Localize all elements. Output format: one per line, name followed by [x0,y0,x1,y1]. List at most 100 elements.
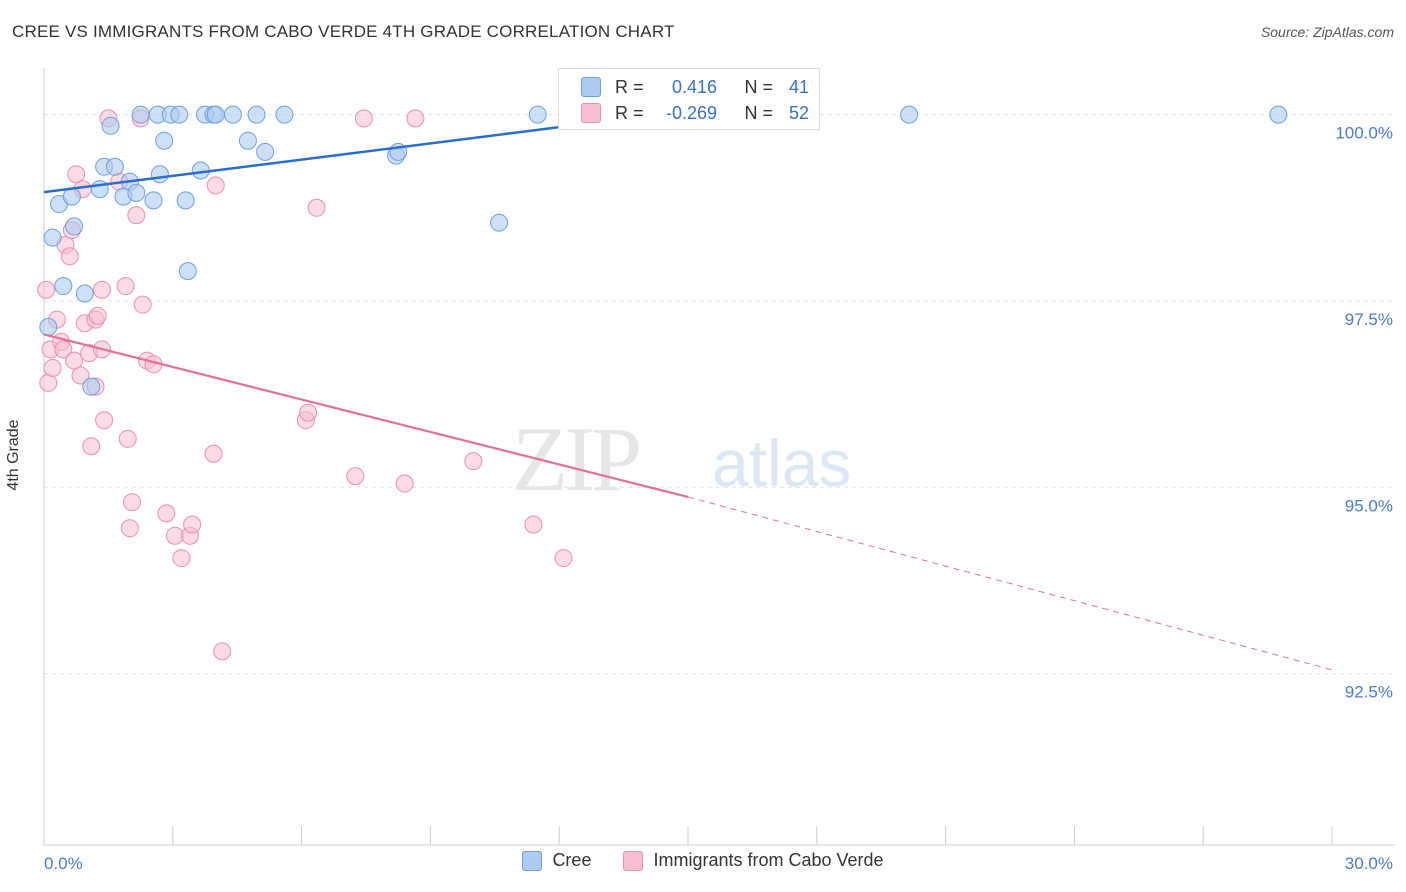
cabo-verde-point [554,549,573,568]
cabo-verde-point [60,247,79,266]
cabo-verde-point [120,519,139,538]
cabo-verde-point [406,109,425,128]
legend-item-cree[interactable]: Cree [522,850,591,871]
cabo-verde-point [299,403,318,422]
cabo-verde-point [346,467,365,486]
cree-point [238,131,257,150]
cree-point [900,105,919,124]
cree-point [256,142,275,161]
cabo-verde-point [92,280,111,299]
cree-point [65,217,84,236]
cree-point [43,228,62,247]
y-tick-label: 100.0% [1335,124,1393,143]
y-tick-label: 92.5% [1345,683,1393,702]
r-value: 0.416 [671,76,717,97]
legend-label-cabo-verde: Immigrants from Cabo Verde [653,850,884,870]
cree-point [170,105,189,124]
correlation-legend: R = 0.416 N = 41 R = -0.269 N = 52 [558,68,820,130]
cabo-verde-point [204,444,223,463]
cabo-verde-swatch [581,103,601,123]
cabo-verde-trend-extension [687,496,1333,671]
cabo-verde-point [54,340,73,359]
legend-row-cree: R = 0.416 N = 41 [581,74,809,100]
chart-title: CREE VS IMMIGRANTS FROM CABO VERDE 4TH G… [12,22,675,41]
cabo-verde-point [307,198,326,217]
cabo-verde-swatch [623,850,644,871]
cree-point [82,377,101,396]
cree-point [62,187,81,206]
cree-point [54,277,73,296]
cabo-verde-point [116,277,135,296]
series-legend: Cree Immigrants from Cabo Verde [0,850,1406,871]
cabo-verde-point [39,373,58,392]
cabo-verde-point [118,429,137,448]
trend-lines [43,109,1333,671]
cabo-verde-trend-line [43,333,689,499]
cabo-verde-point [123,493,142,512]
cree-point [75,284,94,303]
cabo-verde-point [65,351,84,370]
cabo-verde-point [213,642,232,661]
watermark-zip: ZIP [512,408,639,510]
cree-point [150,165,169,184]
legend-item-cabo-verde[interactable]: Immigrants from Cabo Verde [623,850,884,871]
cabo-verde-point [172,549,191,568]
cabo-verde-point [165,526,184,545]
cree-point [144,191,163,210]
cree-swatch [522,850,543,871]
r-label: R = [615,76,644,97]
axis-layer [43,68,1395,846]
grid-layer [44,114,1395,675]
cabo-verde-point [157,504,176,523]
tick-labels: 92.5% 95.0% 97.5% 100.0% 0.0% 30.0% [44,124,1393,873]
legend-row-cabo-verde: R = -0.269 N = 52 [581,100,809,126]
source-label: Source: ZipAtlas.com [1260,24,1394,40]
cabo-verde-point [395,474,414,493]
y-tick-label: 97.5% [1345,310,1393,329]
cabo-verde-point [88,306,107,325]
x-tick-label: 30.0% [1345,854,1393,873]
cabo-verde-point [37,280,56,299]
cabo-verde-point [127,206,146,225]
n-value: 52 [788,102,809,123]
y-tick-label: 95.0% [1345,496,1393,515]
cabo-verde-point [71,366,90,385]
cree-point [155,131,174,150]
n-label: N = [744,102,773,123]
cree-point [39,318,58,337]
cree-point [1269,105,1288,124]
cree-swatch [581,77,601,97]
cree-point [105,157,124,176]
cabo-verde-point [82,437,101,456]
cree-point [528,105,547,124]
series-cabo-verde-points [37,109,573,661]
cree-point [490,213,509,232]
n-value: 41 [788,76,809,97]
cree-point [131,105,150,124]
cabo-verde-point [183,515,202,534]
n-label: N = [744,76,773,97]
watermark-atlas: atlas [712,426,851,500]
series-cree-points [39,105,1288,396]
r-label: R = [615,102,644,123]
legend-label-cree: Cree [552,850,592,870]
r-value: -0.269 [665,102,717,123]
cabo-verde-point [67,165,86,184]
cabo-verde-point [206,176,225,195]
cabo-verde-point [95,411,114,430]
cree-point [247,105,266,124]
cabo-verde-point [133,295,152,314]
x-tick-label: 0.0% [44,854,83,873]
cabo-verde-point [464,452,483,471]
cabo-verde-point [354,109,373,128]
cree-point [101,116,120,135]
cree-point [223,105,242,124]
cree-point [127,183,146,202]
cree-point [275,105,294,124]
cree-point [206,105,225,124]
cree-point [178,262,197,281]
cabo-verde-point [524,515,543,534]
cabo-verde-point [43,359,62,378]
cree-point [176,191,195,210]
